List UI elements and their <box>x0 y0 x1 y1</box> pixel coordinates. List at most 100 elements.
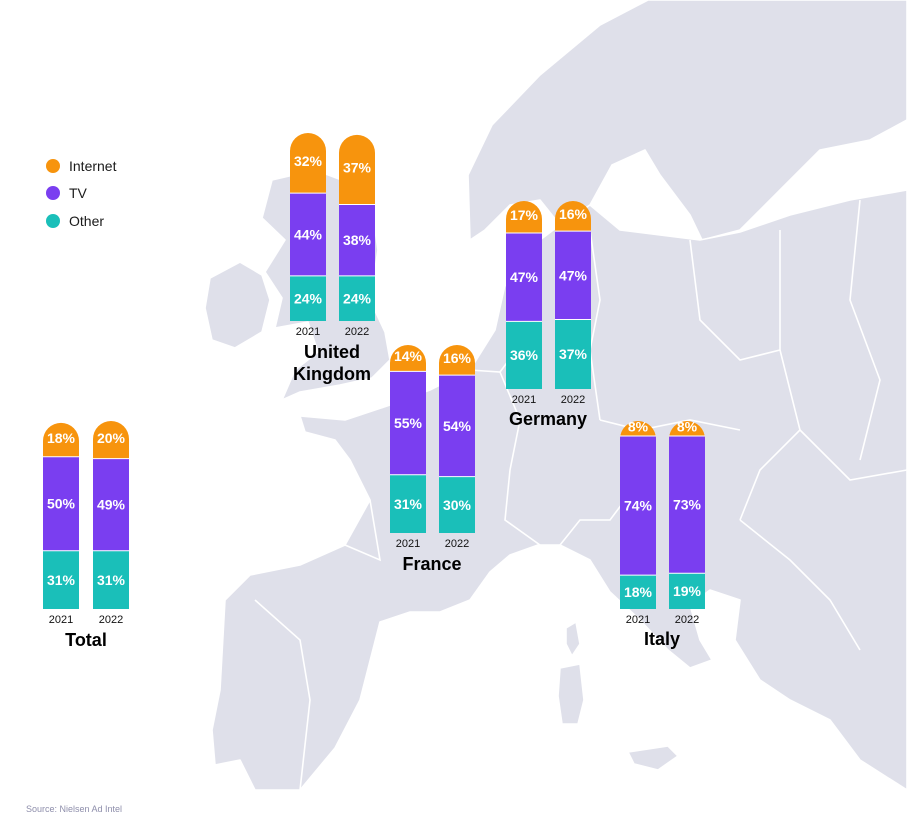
legend-item-other: Other <box>46 207 116 235</box>
data-label: 55% <box>394 415 423 431</box>
legend-swatch <box>46 158 60 173</box>
legend-label: TV <box>69 185 87 202</box>
bar-segment-tv <box>555 231 591 320</box>
year-label: 2021 <box>512 394 536 406</box>
bar-segment-tv <box>669 436 705 574</box>
data-label: 37% <box>559 346 588 362</box>
corsica-landmass <box>565 621 581 657</box>
group-title-line: United <box>304 342 360 362</box>
data-label: 47% <box>559 267 588 283</box>
data-label: 38% <box>343 232 372 248</box>
group-title: Total <box>65 630 107 650</box>
data-label: 16% <box>559 206 588 222</box>
bar-group-united-kingdom: 24% 44% 32% 2021 24% 38% 37% 2022 United Kingdom <box>290 133 375 384</box>
bar-segment-tv <box>439 375 475 477</box>
data-label: 47% <box>510 269 539 285</box>
legend-swatch <box>46 213 60 228</box>
group-title: United Kingdom <box>293 342 371 384</box>
legend: Internet TV Other <box>46 152 116 235</box>
bar-segment-other <box>290 275 326 321</box>
group-title-line: France <box>402 554 461 574</box>
data-label: 14% <box>394 348 423 364</box>
data-label: 37% <box>343 160 372 176</box>
bar-segment-internet <box>620 421 656 439</box>
year-label: 2021 <box>296 326 320 338</box>
bar-segment-other <box>506 321 542 389</box>
legend-item-internet: Internet <box>46 152 116 180</box>
data-label: 16% <box>443 350 472 366</box>
bar-segment-internet <box>439 345 475 376</box>
data-label: 30% <box>443 497 472 513</box>
data-label: 54% <box>443 418 472 434</box>
bar-group-total: 31% 50% 18% 2021 31% 49% 20% 2022 Total <box>43 421 129 650</box>
bar-segment-other <box>439 476 475 533</box>
year-label: 2022 <box>561 394 585 406</box>
bar-segment-internet <box>43 422 79 457</box>
source-note: Source: Nielsen Ad Intel <box>26 804 123 814</box>
data-label: 31% <box>97 572 126 588</box>
year-label: 2021 <box>396 538 420 550</box>
data-label: 24% <box>294 290 323 306</box>
bar-segment-other <box>339 275 375 321</box>
data-label: 74% <box>624 498 653 514</box>
data-label: 18% <box>624 584 653 600</box>
bar-segment-internet <box>669 421 705 439</box>
ireland-landmass <box>204 261 271 349</box>
bar-segment-tv <box>390 371 426 475</box>
bar-segment-internet <box>555 201 591 232</box>
bar-segment-internet <box>93 421 129 459</box>
bar-segment-tv <box>93 458 129 551</box>
legend-label: Internet <box>69 157 117 174</box>
bar-group-italy: 18% 74% 8% 2021 19% 73% 8% 2022 Italy <box>620 419 705 649</box>
group-title: France <box>402 554 461 574</box>
bar-segment-internet <box>506 201 542 233</box>
data-label: 32% <box>294 153 323 169</box>
legend-item-tv: TV <box>46 180 116 208</box>
bar-segment-other <box>43 550 79 609</box>
data-label: 36% <box>510 347 539 363</box>
continent-landmass <box>211 189 907 791</box>
group-title-line: Kingdom <box>293 364 371 384</box>
data-label: 24% <box>343 290 372 306</box>
group-title: Italy <box>644 629 680 649</box>
data-label: 19% <box>673 583 702 599</box>
group-title: Germany <box>509 409 587 429</box>
data-label: 17% <box>510 207 539 223</box>
bar-segment-other <box>93 550 129 609</box>
legend-swatch <box>46 186 60 201</box>
bar-segment-other <box>555 319 591 389</box>
year-label: 2021 <box>626 614 650 626</box>
bar-group-france: 31% 55% 14% 2021 30% 54% 16% 2022 France <box>390 345 475 574</box>
legend-label: Other <box>69 212 105 229</box>
data-label: 50% <box>47 496 76 512</box>
group-title-line: Germany <box>509 409 587 429</box>
year-label: 2022 <box>675 614 699 626</box>
scandinavia-landmass <box>467 0 907 241</box>
bar-segment-other <box>669 573 705 609</box>
data-label: 20% <box>97 430 126 446</box>
bar-segment-tv <box>290 193 326 276</box>
group-title-line: Total <box>65 630 107 650</box>
data-label: 8% <box>677 419 698 435</box>
bar-segment-tv <box>43 456 79 551</box>
year-label: 2022 <box>99 614 123 626</box>
data-label: 31% <box>394 496 423 512</box>
bar-segment-internet <box>339 134 375 205</box>
year-label: 2021 <box>49 614 73 626</box>
data-label: 31% <box>47 572 76 588</box>
group-title-line: Italy <box>644 629 680 649</box>
data-label: 18% <box>47 430 76 446</box>
data-label: 44% <box>294 227 323 243</box>
data-label: 73% <box>673 497 702 513</box>
year-label: 2022 <box>345 326 369 338</box>
bar-segment-tv <box>620 436 656 576</box>
sicily-landmass <box>627 745 679 771</box>
bar-segment-other <box>620 575 656 609</box>
sardinia-landmass <box>557 663 585 725</box>
bar-segment-internet <box>290 133 326 194</box>
data-label: 49% <box>97 497 126 513</box>
data-label: 8% <box>628 419 649 435</box>
bar-segment-tv <box>339 204 375 276</box>
bar-segment-other <box>390 474 426 533</box>
